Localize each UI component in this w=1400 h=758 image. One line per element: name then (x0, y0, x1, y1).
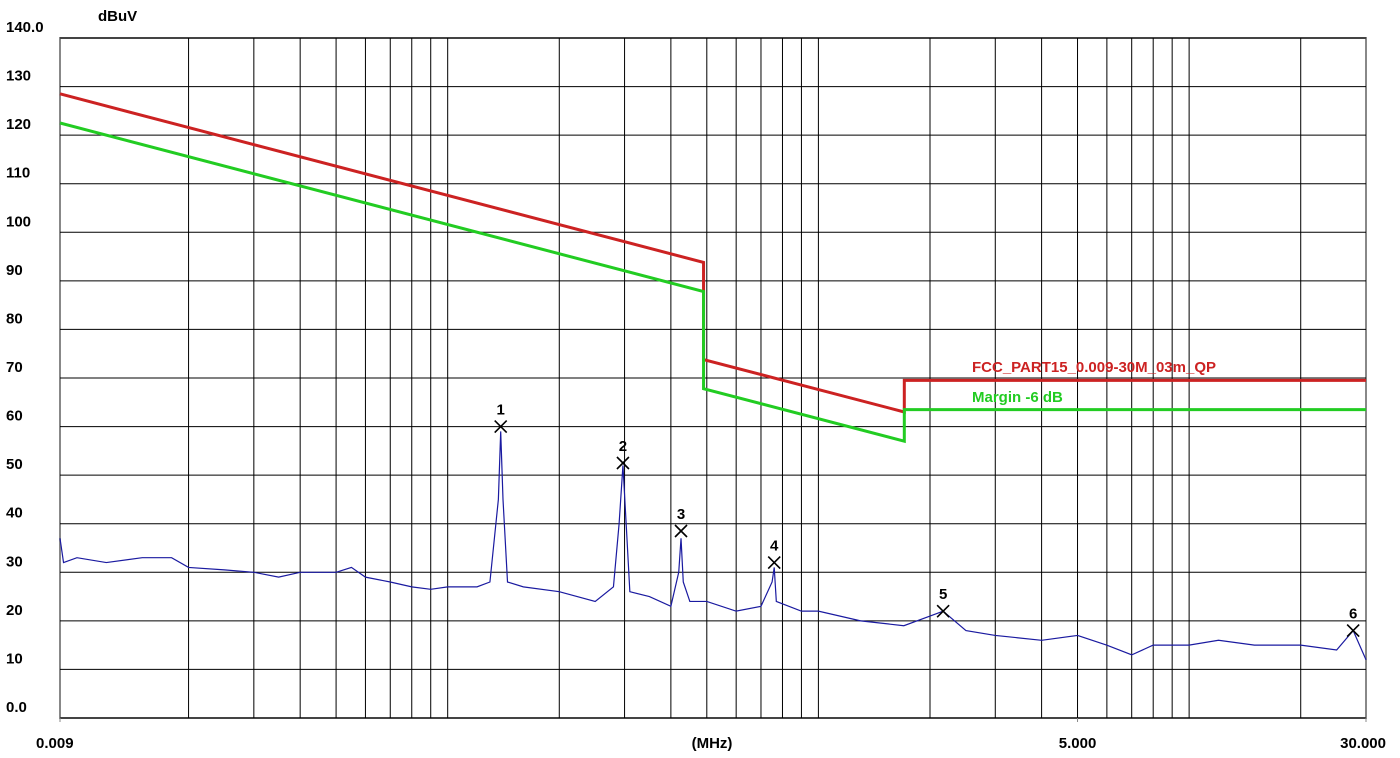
y-tick-label: 130 (6, 68, 31, 85)
marker (936, 604, 950, 618)
y-tick-label: 140.0 (6, 19, 44, 36)
y-tick-label: 0.0 (6, 699, 27, 716)
y-tick-label: 80 (6, 310, 23, 327)
x-axis-label: (MHz) (692, 735, 733, 752)
marker (616, 456, 630, 470)
marker (767, 556, 781, 570)
y-tick-label: 30 (6, 553, 23, 570)
series-line (59, 121, 1366, 444)
y-tick-label: 50 (6, 456, 23, 473)
series-line (59, 92, 1366, 414)
marker-label: 2 (619, 438, 627, 455)
y-tick-label: 90 (6, 262, 23, 279)
legend-entry: Margin -6 dB (972, 389, 1063, 406)
marker-label: 3 (677, 506, 685, 523)
legend-entry: FCC_PART15_0.009-30M_03m_QP (972, 359, 1216, 376)
marker-label: 5 (939, 586, 947, 603)
y-unit: dBuV (98, 8, 137, 25)
y-tick-label: 20 (6, 602, 23, 619)
y-tick-label: 10 (6, 650, 23, 667)
y-tick-label: 110 (6, 165, 30, 182)
y-tick-label: 120 (6, 116, 31, 133)
y-tick-label: 100 (6, 213, 31, 230)
x-tick-label: 30.000 (1340, 735, 1386, 752)
series-line (59, 431, 1367, 660)
marker-label: 4 (770, 538, 779, 555)
marker (674, 524, 688, 538)
y-tick-label: 70 (6, 359, 23, 376)
marker (1346, 624, 1360, 638)
y-tick-label: 60 (6, 408, 23, 425)
marker-label: 1 (497, 402, 505, 419)
x-tick-label: 5.000 (1059, 735, 1097, 752)
marker-label: 6 (1349, 606, 1357, 623)
marker (494, 420, 508, 434)
x-tick-label: 0.009 (36, 735, 74, 752)
y-tick-label: 40 (6, 505, 23, 522)
